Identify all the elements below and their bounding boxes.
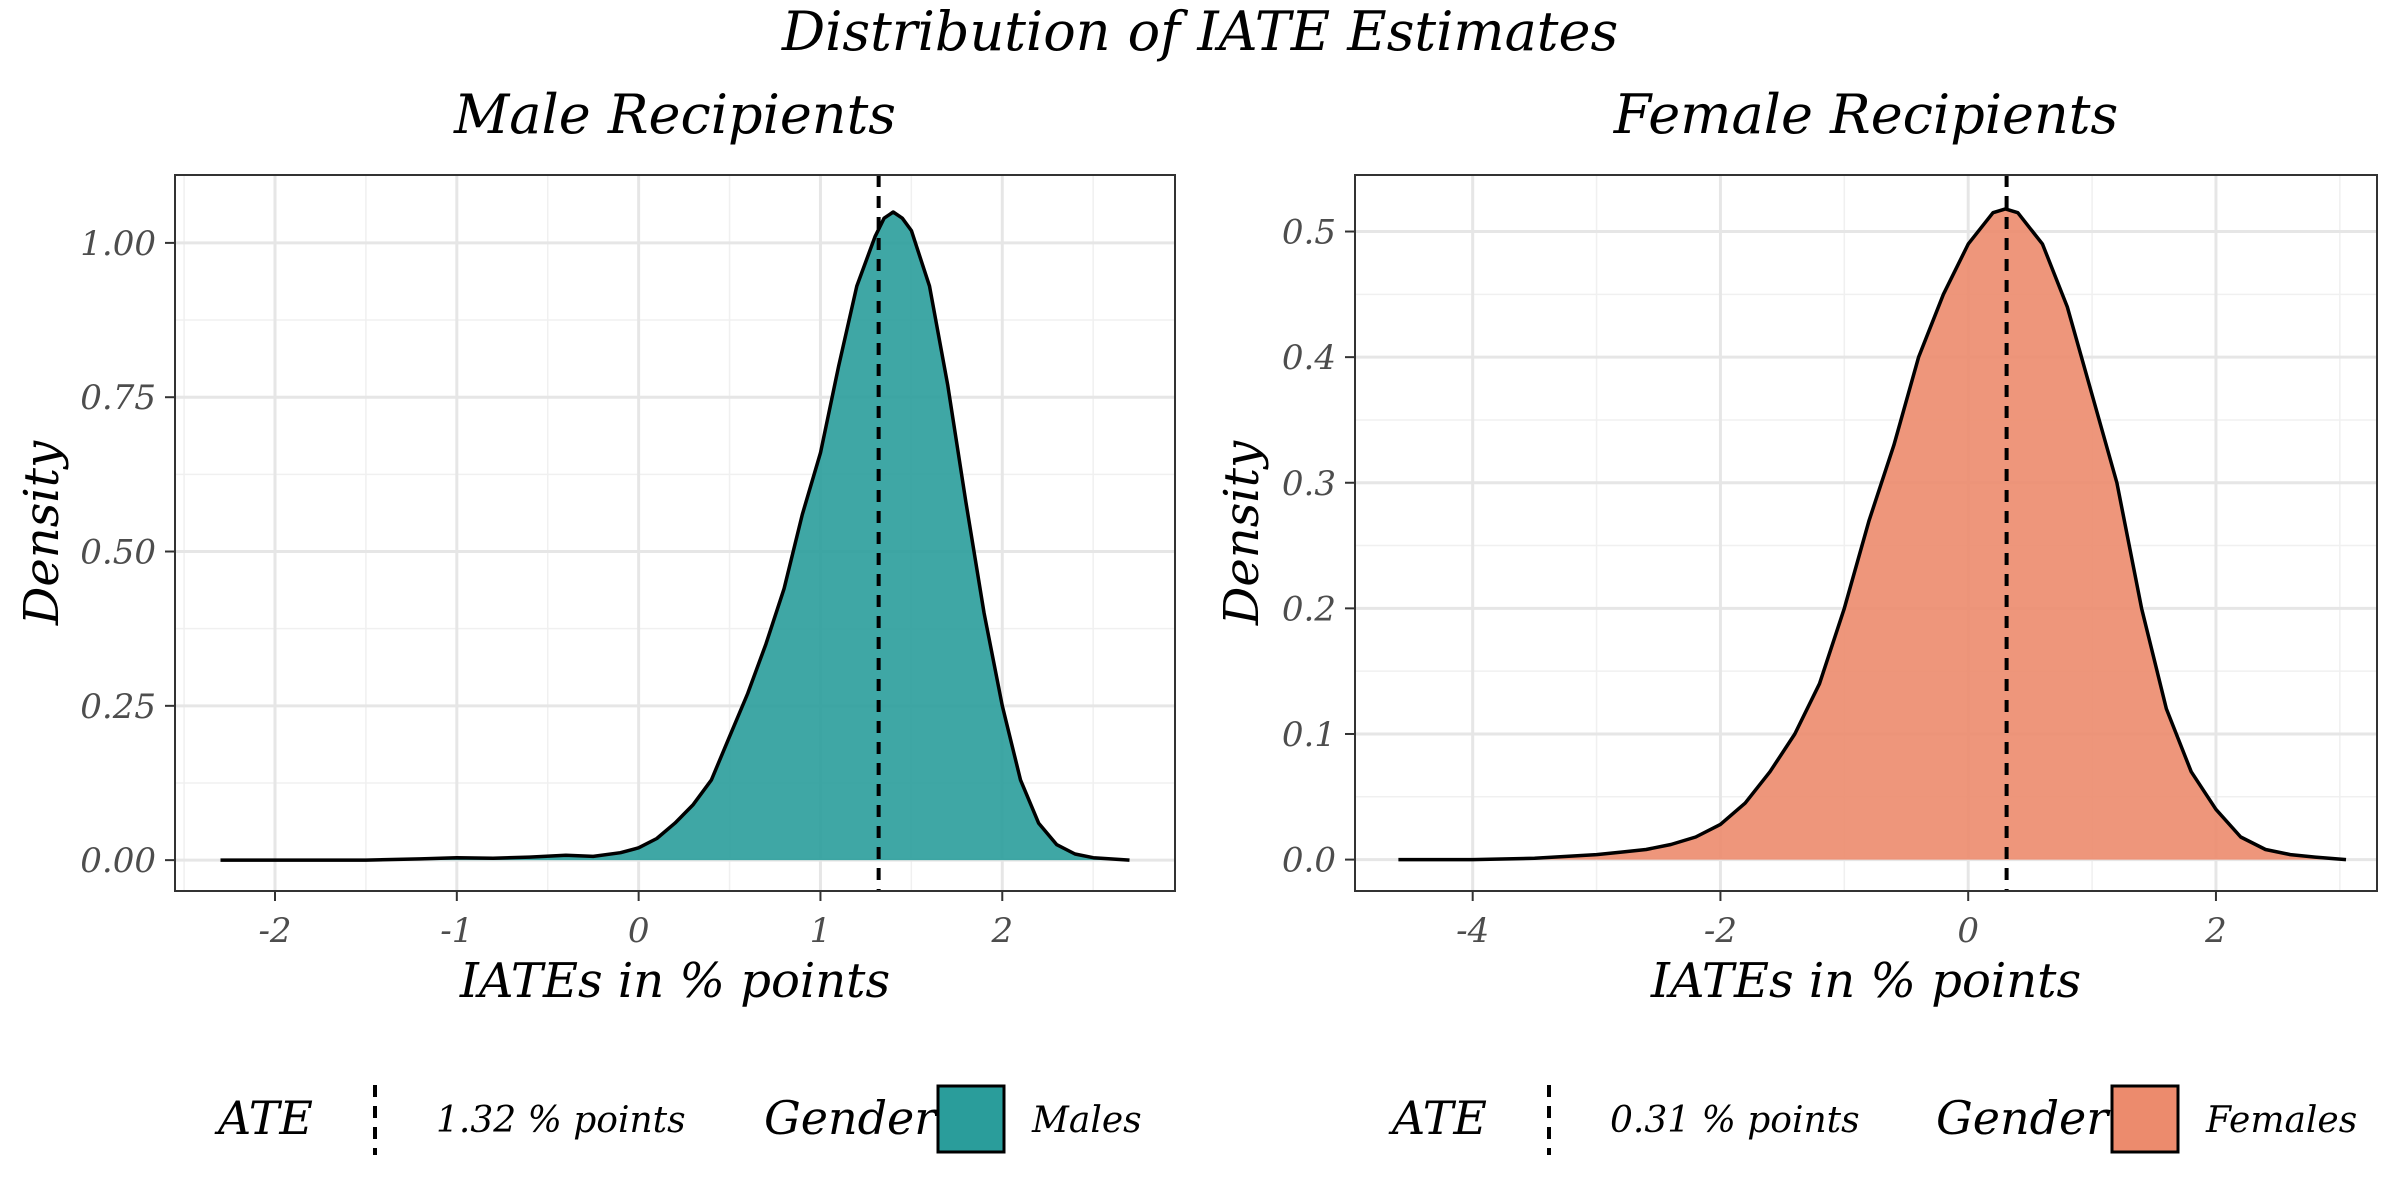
legend: ATE 0.31 % points Gender Females — [1388, 1084, 2357, 1155]
grid — [175, 175, 1175, 891]
x-tick-label: -4 — [1456, 911, 1489, 951]
density-area — [220, 210, 1130, 862]
legend-gender-title: Gender — [1936, 1091, 2111, 1145]
x-tick-label: -2 — [1704, 911, 1737, 951]
x-tick-label: 0 — [628, 911, 650, 951]
legend-ate-title: ATE — [1388, 1091, 1487, 1145]
legend-gender-title: Gender — [764, 1091, 939, 1145]
x-tick-label: 2 — [2204, 911, 2227, 951]
panel-title: Female Recipients — [1613, 83, 2118, 146]
legend-gender-label: Females — [2205, 1100, 2357, 1141]
y-tick-label: 0.25 — [80, 687, 156, 727]
y-tick-label: 0.5 — [1282, 213, 1336, 253]
x-tick-label: -1 — [440, 911, 473, 951]
y-axis-label: Density — [14, 440, 70, 626]
panel-male: Male Recipients -2 -1 0 1 2 0.00 0.25 0.50 0.75… — [14, 83, 1176, 1155]
y-tick-label: 0.4 — [1282, 338, 1336, 378]
x-tick-label: 2 — [990, 911, 1013, 951]
density-area — [1398, 207, 2347, 862]
x-axis-label: IATEs in % points — [459, 953, 890, 1009]
y-tick-label: 0.50 — [80, 533, 156, 573]
x-tick-label: 0 — [1957, 911, 1979, 951]
x-tick-label: 1 — [810, 911, 832, 951]
density-curve — [1398, 207, 2347, 862]
legend-ate-label: 1.32 % points — [436, 1100, 686, 1141]
density-fill — [1398, 208, 2346, 860]
x-axis: -2 -1 0 1 2 — [258, 891, 1013, 951]
density-fill — [220, 212, 1130, 861]
x-axis: -4 -2 0 2 — [1456, 891, 2227, 951]
plot-border — [174, 174, 1176, 892]
x-tick-label: -2 — [258, 911, 291, 951]
figure-title: Distribution of IATE Estimates — [781, 0, 1618, 63]
y-axis-label: Density — [1214, 440, 1270, 626]
y-axis: 0.00 0.25 0.50 0.75 1.00 — [80, 224, 175, 881]
legend-ate-label: 0.31 % points — [1610, 1100, 1860, 1141]
plot-border — [1354, 174, 2378, 892]
density-curve — [220, 210, 1130, 862]
legend-gender-key — [2110, 1084, 2180, 1154]
panel-title: Male Recipients — [453, 83, 896, 146]
y-tick-label: 0.00 — [80, 841, 156, 881]
legend-gender-key — [936, 1084, 1006, 1154]
y-tick-label: 0.75 — [80, 378, 156, 418]
y-tick-label: 0.0 — [1282, 841, 1336, 881]
y-tick-label: 0.3 — [1282, 464, 1336, 504]
y-tick-label: 0.2 — [1282, 589, 1336, 629]
y-axis: 0.0 0.1 0.2 0.3 0.4 0.5 — [1282, 213, 1355, 881]
legend-gender-label: Males — [1031, 1100, 1142, 1141]
y-tick-label: 1.00 — [80, 224, 156, 264]
y-tick-label: 0.1 — [1282, 715, 1336, 755]
x-axis-label: IATEs in % points — [1650, 953, 2081, 1009]
panel-female: Female Recipients -4 -2 0 2 0.0 0.1 0.2 0.3 0.4… — [1214, 83, 2378, 1155]
legend: ATE 1.32 % points Gender Males — [214, 1084, 1142, 1155]
legend-ate-title: ATE — [214, 1091, 313, 1145]
